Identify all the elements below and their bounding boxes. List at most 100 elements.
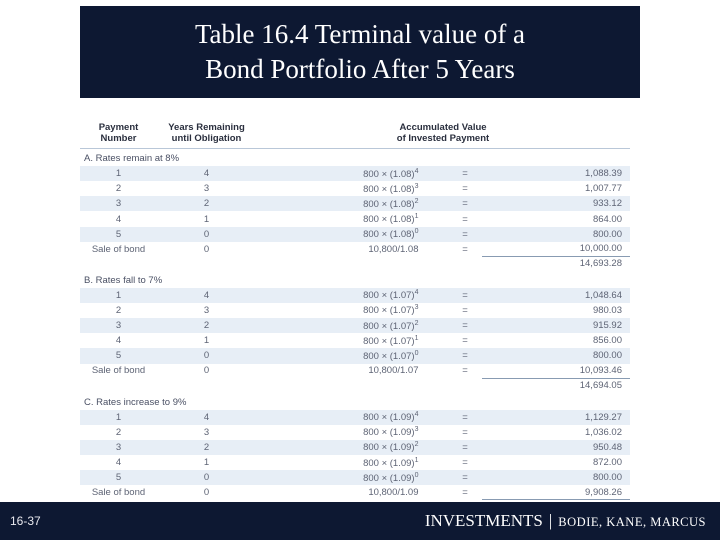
cell-formula: 800 × (1.07)1 (256, 333, 449, 348)
cell-pnum: 5 (80, 227, 157, 242)
cell-val: 1,129.27 (482, 410, 631, 425)
cell-years: 0 (157, 470, 256, 485)
footer-sep: | (543, 511, 558, 530)
table-row: 50800 × (1.09)0=800.00 (80, 470, 630, 485)
table-row: 14800 × (1.08)4=1,088.39 (80, 166, 630, 181)
table-row: 50800 × (1.08)0=800.00 (80, 227, 630, 242)
cell-pnum: 2 (80, 303, 157, 318)
cell-eq: = (449, 227, 482, 242)
cell-eq: = (449, 485, 482, 500)
cell-formula: 800 × (1.09)1 (256, 455, 449, 470)
cell-eq: = (449, 196, 482, 211)
cell-years: 0 (157, 227, 256, 242)
cell-val: 1,036.02 (482, 425, 631, 440)
cell-pnum: 4 (80, 211, 157, 226)
cell-eq: = (449, 303, 482, 318)
cell-eq: = (449, 211, 482, 226)
cell-pnum: 4 (80, 333, 157, 348)
title-bar: Table 16.4 Terminal value of a Bond Port… (80, 6, 640, 98)
cell-eq: = (449, 318, 482, 333)
cell-formula: 10,800/1.08 (256, 242, 449, 257)
cell-formula: 800 × (1.08)3 (256, 181, 449, 196)
table-row: 50800 × (1.07)0=800.00 (80, 348, 630, 363)
table-row: 23800 × (1.09)3=1,036.02 (80, 425, 630, 440)
cell-val: 933.12 (482, 196, 631, 211)
cell-pnum: 1 (80, 410, 157, 425)
cell-pnum: 2 (80, 181, 157, 196)
cell-formula: 800 × (1.09)4 (256, 410, 449, 425)
table-row: 14800 × (1.09)4=1,129.27 (80, 410, 630, 425)
section-label: A. Rates remain at 8% (80, 149, 630, 167)
cell-val: 872.00 (482, 455, 631, 470)
cell-val: 864.00 (482, 211, 631, 226)
cell-formula: 800 × (1.07)2 (256, 318, 449, 333)
cell-years: 0 (157, 348, 256, 363)
bond-table: PaymentNumber Years Remaininguntil Oblig… (80, 116, 630, 514)
cell-formula: 800 × (1.08)0 (256, 227, 449, 242)
cell-val: 800.00 (482, 227, 631, 242)
cell-eq: = (449, 348, 482, 363)
table: PaymentNumber Years Remaininguntil Oblig… (80, 116, 630, 514)
cell-years: 2 (157, 196, 256, 211)
cell-val: 950.48 (482, 440, 631, 455)
cell-eq: = (449, 425, 482, 440)
cell-eq: = (449, 410, 482, 425)
cell-val: 1,088.39 (482, 166, 631, 181)
cell-pnum: 5 (80, 348, 157, 363)
cell-val: 800.00 (482, 470, 631, 485)
table-row: 23800 × (1.07)3=980.03 (80, 303, 630, 318)
cell-years: 1 (157, 211, 256, 226)
cell-val: 800.00 (482, 348, 631, 363)
cell-val: 1,007.77 (482, 181, 631, 196)
col-years: Years Remaininguntil Obligation (157, 116, 256, 149)
cell-eq: = (449, 470, 482, 485)
cell-pnum: 3 (80, 440, 157, 455)
table-row: 23800 × (1.08)3=1,007.77 (80, 181, 630, 196)
cell-formula: 800 × (1.07)3 (256, 303, 449, 318)
cell-eq: = (449, 440, 482, 455)
footer-bar: 16-37 INVESTMENTS|BODIE, KANE, MARCUS (0, 502, 720, 540)
cell-years: 4 (157, 288, 256, 303)
cell-formula: 800 × (1.08)4 (256, 166, 449, 181)
table-row: 32800 × (1.08)2=933.12 (80, 196, 630, 211)
cell-val: 856.00 (482, 333, 631, 348)
cell-val: 10,093.46 (482, 364, 631, 379)
section-label: B. Rates fall to 7% (80, 271, 630, 288)
cell-pnum: 1 (80, 288, 157, 303)
cell-formula: 800 × (1.08)2 (256, 196, 449, 211)
footer-authors: BODIE, KANE, MARCUS (558, 515, 706, 529)
section-label: C. Rates increase to 9% (80, 393, 630, 410)
title-line-2: Bond Portfolio After 5 Years (205, 52, 515, 87)
cell-total: 14,693.28 (482, 256, 631, 271)
cell-eq: = (449, 288, 482, 303)
table-row: 14800 × (1.07)4=1,048.64 (80, 288, 630, 303)
cell-pnum: 3 (80, 318, 157, 333)
table-row: 32800 × (1.07)2=915.92 (80, 318, 630, 333)
cell-formula: 800 × (1.09)0 (256, 470, 449, 485)
cell-eq: = (449, 333, 482, 348)
cell-val: 9,908.26 (482, 485, 631, 500)
cell-years: 0 (157, 364, 256, 379)
table-row: 32800 × (1.09)2=950.48 (80, 440, 630, 455)
cell-years: 3 (157, 181, 256, 196)
cell-years: 3 (157, 303, 256, 318)
cell-eq: = (449, 181, 482, 196)
cell-sale-label: Sale of bond (80, 242, 157, 257)
footer-right: INVESTMENTS|BODIE, KANE, MARCUS (425, 511, 706, 531)
table-row: 41800 × (1.08)1=864.00 (80, 211, 630, 226)
cell-formula: 800 × (1.09)2 (256, 440, 449, 455)
cell-years: 0 (157, 242, 256, 257)
cell-years: 2 (157, 440, 256, 455)
cell-pnum: 3 (80, 196, 157, 211)
cell-sale-label: Sale of bond (80, 485, 157, 500)
cell-formula: 10,800/1.07 (256, 364, 449, 379)
table-row: 41800 × (1.07)1=856.00 (80, 333, 630, 348)
cell-years: 4 (157, 410, 256, 425)
cell-pnum: 5 (80, 470, 157, 485)
table-header-row: PaymentNumber Years Remaininguntil Oblig… (80, 116, 630, 149)
cell-formula: 800 × (1.09)3 (256, 425, 449, 440)
sale-row: Sale of bond010,800/1.09=9,908.26 (80, 485, 630, 500)
title-line-1: Table 16.4 Terminal value of a (195, 17, 525, 52)
total-row: 14,693.28 (80, 256, 630, 271)
cell-eq: = (449, 364, 482, 379)
